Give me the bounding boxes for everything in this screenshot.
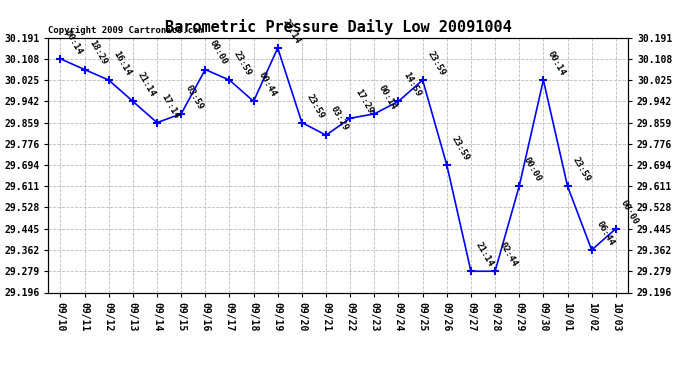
Text: 03:59: 03:59 [184, 83, 205, 111]
Text: 06:44: 06:44 [595, 219, 615, 247]
Text: 17:29: 17:29 [353, 88, 374, 116]
Text: 16:14: 16:14 [112, 50, 132, 77]
Text: 00:14: 00:14 [63, 28, 84, 56]
Text: 23:59: 23:59 [305, 92, 326, 120]
Text: 23:59: 23:59 [571, 156, 591, 183]
Text: 00:14: 00:14 [546, 50, 567, 77]
Text: 23:59: 23:59 [233, 50, 253, 77]
Text: 17:14: 17:14 [160, 92, 181, 120]
Text: 23:14: 23:14 [281, 18, 302, 45]
Title: Barometric Pressure Daily Low 20091004: Barometric Pressure Daily Low 20091004 [165, 19, 511, 35]
Text: 21:14: 21:14 [136, 71, 157, 99]
Text: 00:00: 00:00 [208, 39, 229, 67]
Text: 14:59: 14:59 [402, 71, 422, 99]
Text: 00:44: 00:44 [257, 71, 277, 99]
Text: Copyright 2009 Cartronics.com: Copyright 2009 Cartronics.com [48, 26, 204, 35]
Text: 00:00: 00:00 [619, 198, 640, 226]
Text: 00:00: 00:00 [522, 156, 543, 183]
Text: 23:59: 23:59 [450, 134, 471, 162]
Text: 03:29: 03:29 [329, 105, 350, 132]
Text: 18:29: 18:29 [88, 39, 108, 67]
Text: 21:14: 21:14 [474, 241, 495, 268]
Text: 02:44: 02:44 [498, 241, 519, 268]
Text: 00:14: 00:14 [377, 83, 398, 111]
Text: 23:59: 23:59 [426, 50, 446, 77]
